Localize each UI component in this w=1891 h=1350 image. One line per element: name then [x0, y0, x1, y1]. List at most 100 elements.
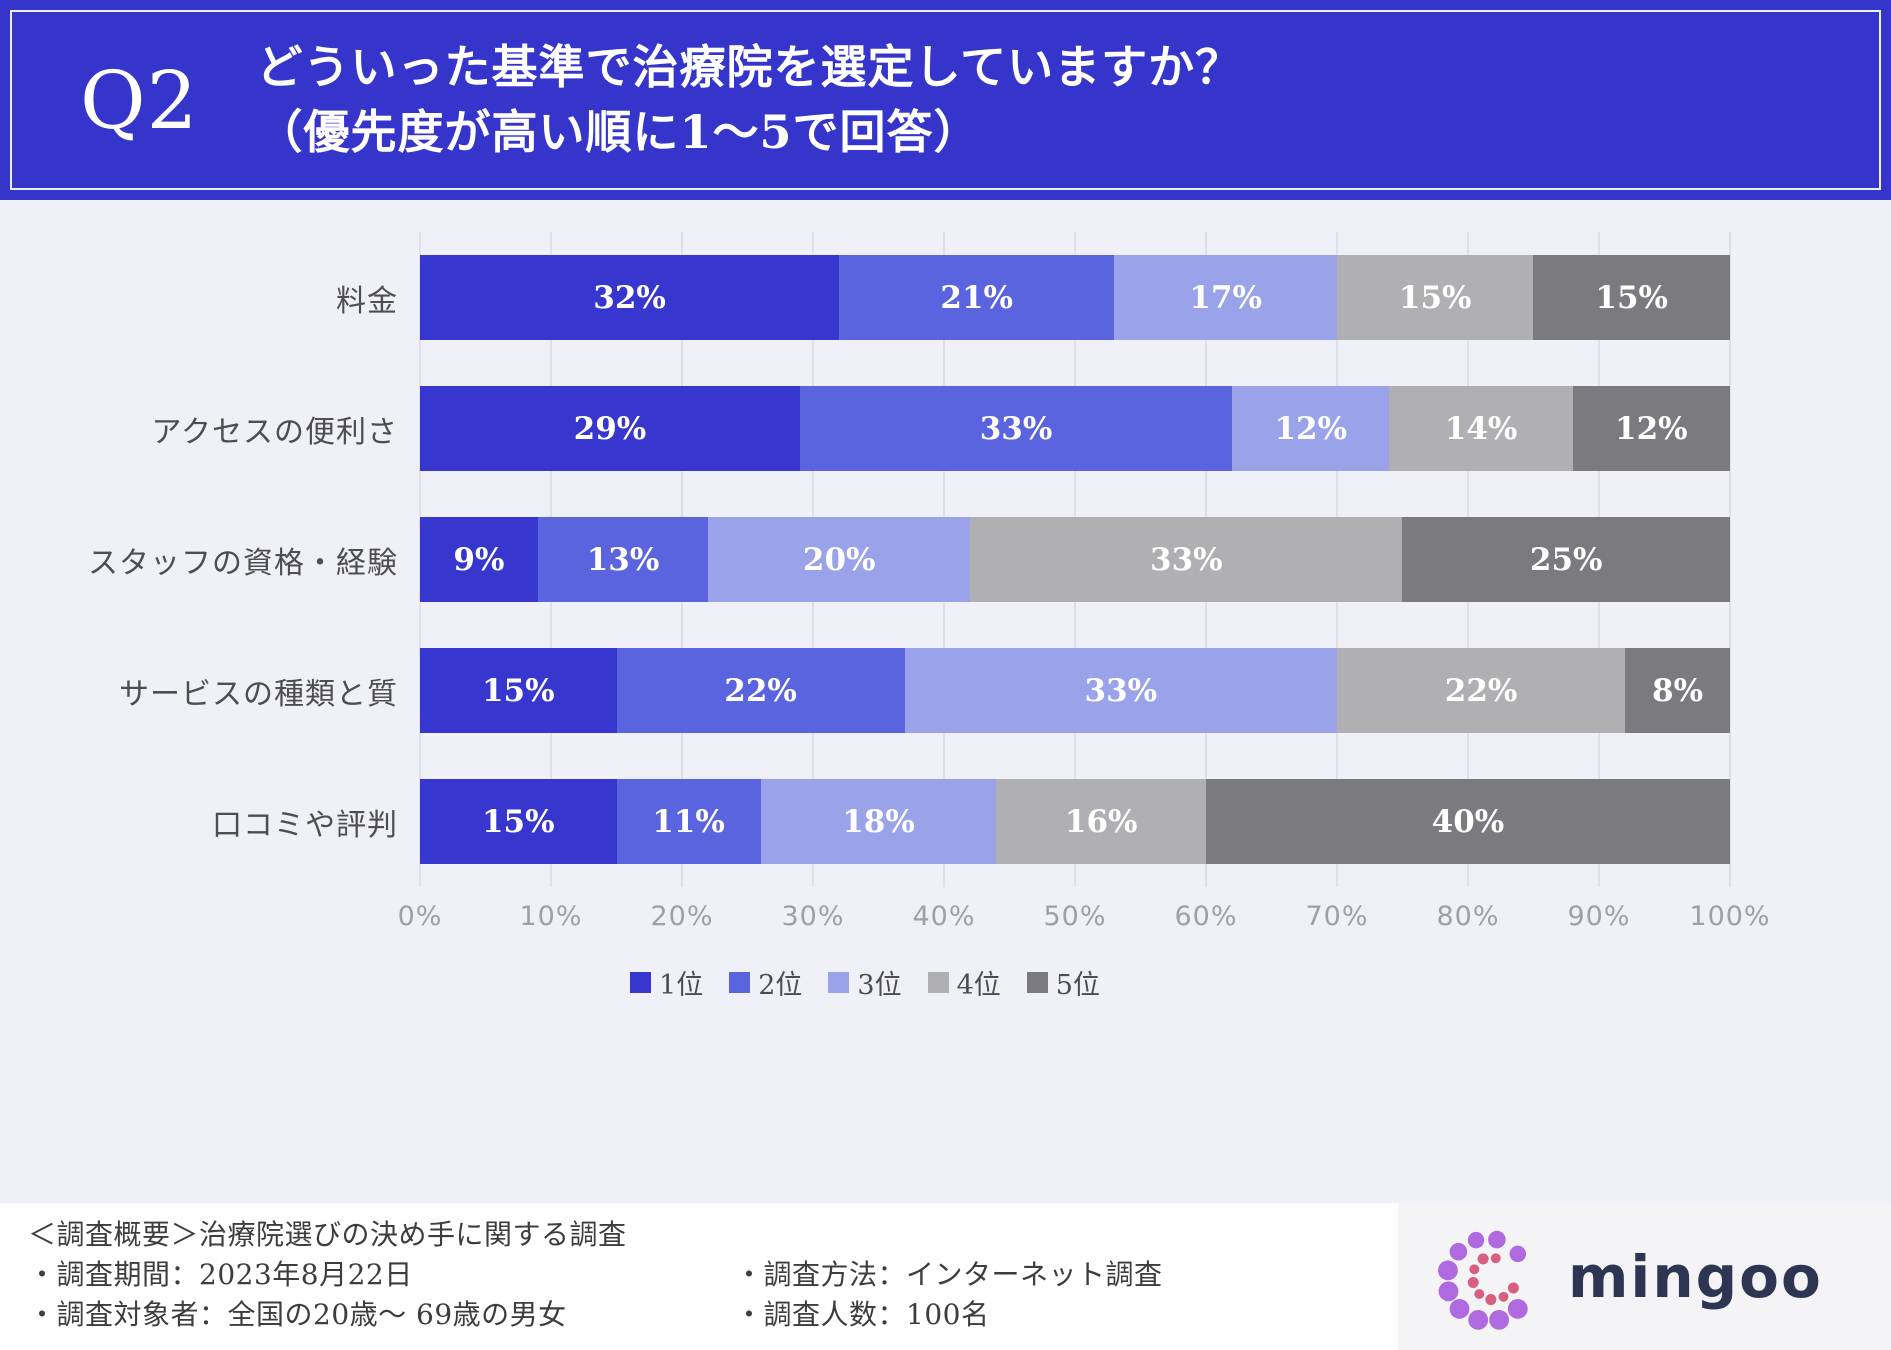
- bar-segment-value: 15%: [481, 672, 555, 709]
- bar-segment-value: 9%: [453, 541, 505, 578]
- category-label: 料金: [336, 283, 398, 319]
- x-axis-tick-label: 100%: [1689, 901, 1771, 932]
- bar-segment-value: 20%: [802, 541, 876, 578]
- survey-subjects: ・調査対象者：全国の20歳〜 69歳の男女: [28, 1298, 567, 1331]
- question-title-line1: どういった基準で治療院を選定していますか？: [256, 39, 1243, 94]
- stacked-bar: 15% 22% 33% 22% 8%: [420, 648, 1730, 733]
- legend-label: 2位: [758, 970, 803, 1001]
- bar-track: 29% 33% 12% 14% 12%: [420, 386, 1730, 471]
- bar-track: 15% 11% 18% 16% 40%: [420, 779, 1730, 864]
- bar-segment-value: 13%: [586, 541, 660, 578]
- bar-segment: 15%: [1336, 255, 1534, 340]
- bar-segment: 21%: [839, 255, 1115, 340]
- x-axis-tick-label: 50%: [1043, 901, 1107, 932]
- survey-period: ・調査期間：2023年8月22日: [28, 1258, 413, 1291]
- bar-segment-value: 21%: [940, 279, 1014, 316]
- bar-segment-value: 16%: [1064, 803, 1138, 840]
- mingoo-logo-icon: [1438, 1230, 1528, 1330]
- stacked-bar-chart: 料金 32% 21% 17% 15% 15% アクセスの便利さ 29% 33% 12% 14% 12%…: [0, 232, 1731, 887]
- legend-label: 3位: [857, 970, 902, 1001]
- question-header-frame: Q2 どういった基準で治療院を選定していますか？ （優先度が高い順に1〜5で回答…: [10, 10, 1881, 190]
- survey-method: ・調査方法：インターネット調査: [735, 1258, 1163, 1291]
- bar-segment: 33%: [799, 386, 1233, 471]
- category-label: スタッフの資格・経験: [88, 545, 398, 581]
- bar-segment: 15%: [1533, 255, 1730, 340]
- bar-track: 15% 22% 33% 22% 8%: [420, 648, 1730, 733]
- bar-segment: 20%: [708, 517, 971, 602]
- bar-segment-value: 29%: [573, 410, 647, 447]
- legend-swatch: [1026, 972, 1048, 993]
- bar-segment: 33%: [970, 517, 1403, 602]
- legend-label: 1位: [659, 970, 704, 1001]
- bar-segment: 15%: [420, 779, 617, 864]
- x-axis-tick-label: 20%: [650, 901, 714, 932]
- bar-segment: 25%: [1402, 517, 1730, 602]
- category-label: 口コミや評判: [212, 807, 398, 843]
- stacked-bar: 29% 33% 12% 14% 12%: [420, 386, 1730, 471]
- bar-segment: 18%: [760, 779, 997, 864]
- question-header: Q2 どういった基準で治療院を選定していますか？ （優先度が高い順に1〜5で回答…: [0, 0, 1891, 200]
- bar-segment: 22%: [1336, 648, 1626, 733]
- brand-name: mingoo: [1568, 1242, 1823, 1311]
- bar-segment: 12%: [1572, 386, 1730, 471]
- chart-section: 料金 32% 21% 17% 15% 15% アクセスの便利さ 29% 33% 12% 14% 12%…: [0, 200, 1891, 1203]
- bar-row: サービスの種類と質 15% 22% 33% 22% 8%: [0, 625, 1730, 756]
- bar-segment-value: 15%: [1595, 279, 1669, 316]
- bar-segment-value: 17%: [1189, 279, 1262, 316]
- legend-item: 4位: [927, 963, 1001, 1002]
- bar-segment: 13%: [537, 517, 709, 602]
- x-axis-tick-label: 30%: [781, 901, 845, 932]
- question-number: Q2: [80, 53, 199, 147]
- x-axis-tick-label: 90%: [1567, 901, 1631, 932]
- bar-segment-value: 25%: [1529, 541, 1603, 578]
- bar-track: 9% 13% 20% 33% 25%: [420, 517, 1730, 602]
- bar-row: スタッフの資格・経験 9% 13% 20% 33% 25%: [0, 494, 1730, 625]
- bar-segment: 12%: [1232, 386, 1390, 471]
- stacked-bar: 15% 11% 18% 16% 40%: [420, 779, 1730, 864]
- bar-segment-value: 11%: [652, 803, 725, 840]
- x-axis-tick-label: 0%: [397, 901, 443, 932]
- legend-item: 1位: [630, 963, 703, 1002]
- x-axis-ticks: 0% 10% 20% 30% 40% 50% 60% 70% 80% 90% 100%: [398, 895, 1770, 937]
- bar-segment-value: 12%: [1615, 410, 1688, 447]
- bar-segment-value: 32%: [593, 279, 666, 316]
- bar-segment: 14%: [1389, 386, 1573, 471]
- bar-segment-value: 33%: [1150, 541, 1223, 578]
- survey-footer: ＜調査概要＞治療院選びの決め手に関する調査 ・調査期間：2023年8月22日 ・…: [0, 1203, 1891, 1350]
- x-axis-tick-label: 10%: [519, 901, 583, 932]
- bar-segment-value: 8%: [1652, 672, 1704, 709]
- x-axis-tick-label: 60%: [1174, 901, 1238, 932]
- bar-segment: 11%: [616, 779, 761, 864]
- x-axis-tick-label: 80%: [1436, 901, 1500, 932]
- bar-segment-value: 15%: [481, 803, 555, 840]
- survey-overview-column: ＜調査概要＞治療院選びの決め手に関する調査 ・調査期間：2023年8月22日 ・…: [28, 1215, 627, 1335]
- legend-item: 5位: [1026, 963, 1100, 1002]
- survey-method-column: ・調査方法：インターネット調査 ・調査人数：100名: [735, 1255, 1163, 1335]
- legend-label: 4位: [956, 970, 1001, 1001]
- bar-segment-value: 33%: [979, 410, 1053, 447]
- bar-segment: 17%: [1114, 255, 1337, 340]
- category-label: サービスの種類と質: [119, 676, 398, 712]
- bar-segment-value: 15%: [1398, 279, 1472, 316]
- legend-item: 3位: [828, 963, 902, 1002]
- bar-segment: 32%: [420, 255, 840, 340]
- bar-row: 口コミや評判 15% 11% 18% 16% 40%: [0, 756, 1730, 887]
- stacked-bar: 32% 21% 17% 15% 15%: [420, 255, 1730, 340]
- survey-count: ・調査人数：100名: [735, 1298, 990, 1331]
- legend-swatch: [630, 972, 652, 993]
- legend-swatch: [729, 972, 751, 993]
- bar-segment: 40%: [1205, 779, 1730, 864]
- legend-swatch: [828, 972, 850, 993]
- legend-swatch: [927, 972, 949, 993]
- bar-rows: 料金 32% 21% 17% 15% 15% アクセスの便利さ 29% 33% 12% 14% 12%…: [0, 232, 1730, 887]
- chart-legend: 1位 2位 3位 4位 5位: [0, 963, 1730, 1002]
- bar-segment: 15%: [420, 648, 617, 733]
- bar-track: 32% 21% 17% 15% 15%: [420, 255, 1730, 340]
- legend-label: 5位: [1055, 970, 1100, 1001]
- question-title: どういった基準で治療院を選定していますか？ （優先度が高い順に1〜5で回答）: [256, 35, 1242, 166]
- bar-segment-value: 40%: [1431, 803, 1505, 840]
- bar-segment: 29%: [420, 386, 800, 471]
- x-axis-tick-label: 70%: [1305, 901, 1369, 932]
- bar-segment: 33%: [904, 648, 1337, 733]
- bar-segment-value: 22%: [1444, 672, 1518, 709]
